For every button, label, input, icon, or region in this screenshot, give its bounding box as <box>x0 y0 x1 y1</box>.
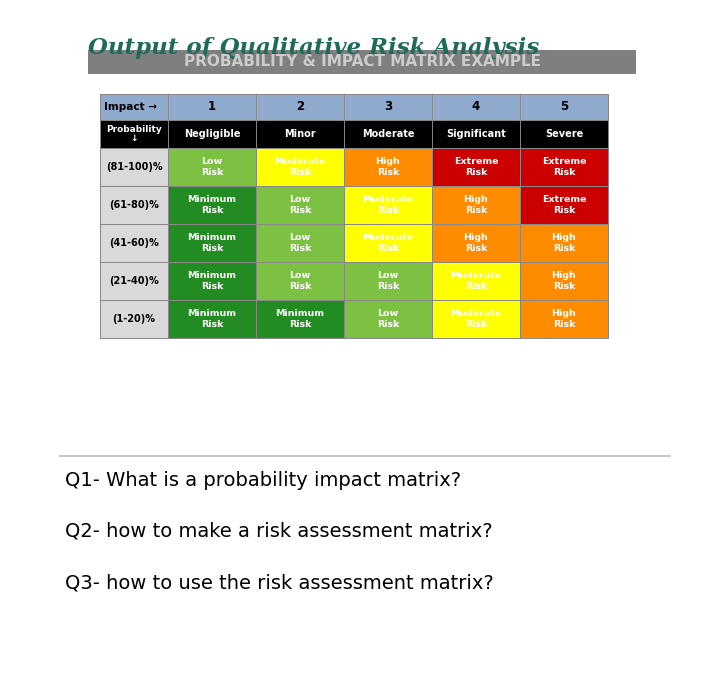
Text: PROBABILITY & IMPACT MATRIX EXAMPLE: PROBABILITY & IMPACT MATRIX EXAMPLE <box>183 54 541 69</box>
FancyBboxPatch shape <box>256 262 344 300</box>
Text: High
Risk: High Risk <box>464 196 488 215</box>
FancyBboxPatch shape <box>520 262 608 300</box>
Text: High
Risk: High Risk <box>464 233 488 252</box>
FancyBboxPatch shape <box>256 224 344 262</box>
FancyBboxPatch shape <box>344 186 432 224</box>
FancyBboxPatch shape <box>168 148 256 186</box>
Text: Moderate
Risk: Moderate Risk <box>362 196 413 215</box>
Text: 1: 1 <box>208 101 216 113</box>
Text: Extreme
Risk: Extreme Risk <box>541 157 586 177</box>
Text: Moderate
Risk: Moderate Risk <box>362 233 413 252</box>
FancyBboxPatch shape <box>344 262 432 300</box>
FancyBboxPatch shape <box>100 94 608 120</box>
Text: Negligible: Negligible <box>184 129 240 139</box>
Text: Q1- What is a probability impact matrix?: Q1- What is a probability impact matrix? <box>65 471 461 490</box>
Text: Extreme
Risk: Extreme Risk <box>541 196 586 215</box>
Text: Minimum
Risk: Minimum Risk <box>188 233 237 252</box>
FancyBboxPatch shape <box>432 186 520 224</box>
FancyBboxPatch shape <box>520 186 608 224</box>
Text: Minimum
Risk: Minimum Risk <box>188 271 237 291</box>
FancyBboxPatch shape <box>256 148 344 186</box>
Text: (41-60)%: (41-60)% <box>109 238 159 248</box>
FancyBboxPatch shape <box>520 148 608 186</box>
Text: Low
Risk: Low Risk <box>289 271 311 291</box>
Text: Low
Risk: Low Risk <box>377 309 399 329</box>
Text: High
Risk: High Risk <box>375 157 400 177</box>
Text: Low
Risk: Low Risk <box>201 157 224 177</box>
Text: Moderate
Risk: Moderate Risk <box>450 271 502 291</box>
Text: Minor: Minor <box>284 129 316 139</box>
Text: Low
Risk: Low Risk <box>289 233 311 252</box>
Text: Extreme
Risk: Extreme Risk <box>454 157 498 177</box>
FancyBboxPatch shape <box>100 186 168 224</box>
Text: Impact →: Impact → <box>104 102 157 112</box>
Text: 5: 5 <box>560 101 568 113</box>
FancyBboxPatch shape <box>344 300 432 338</box>
Text: (81-100)%: (81-100)% <box>106 162 162 172</box>
Text: Moderate: Moderate <box>362 129 414 139</box>
Text: Q2- how to make a risk assessment matrix?: Q2- how to make a risk assessment matrix… <box>65 521 493 541</box>
FancyBboxPatch shape <box>168 262 256 300</box>
Text: High
Risk: High Risk <box>551 271 577 291</box>
Text: Probability
↓: Probability ↓ <box>106 125 162 143</box>
Text: Significant: Significant <box>446 129 506 139</box>
FancyBboxPatch shape <box>344 224 432 262</box>
Text: Moderate
Risk: Moderate Risk <box>275 157 326 177</box>
FancyBboxPatch shape <box>520 224 608 262</box>
Text: (21-40)%: (21-40)% <box>109 276 159 286</box>
Text: (1-20)%: (1-20)% <box>112 314 155 324</box>
Text: Output of Qualitative Risk Analysis: Output of Qualitative Risk Analysis <box>88 37 539 59</box>
Text: Minimum
Risk: Minimum Risk <box>188 309 237 329</box>
FancyBboxPatch shape <box>344 148 432 186</box>
FancyBboxPatch shape <box>100 224 168 262</box>
Text: Minimum
Risk: Minimum Risk <box>275 309 324 329</box>
FancyBboxPatch shape <box>432 300 520 338</box>
Text: 3: 3 <box>384 101 392 113</box>
Text: Severe: Severe <box>545 129 583 139</box>
FancyBboxPatch shape <box>256 186 344 224</box>
FancyBboxPatch shape <box>168 300 256 338</box>
Text: Minimum
Risk: Minimum Risk <box>188 196 237 215</box>
Text: Low
Risk: Low Risk <box>377 271 399 291</box>
FancyBboxPatch shape <box>100 262 168 300</box>
Text: High
Risk: High Risk <box>551 309 577 329</box>
FancyBboxPatch shape <box>256 300 344 338</box>
FancyBboxPatch shape <box>100 120 608 148</box>
FancyBboxPatch shape <box>432 148 520 186</box>
FancyBboxPatch shape <box>432 224 520 262</box>
FancyBboxPatch shape <box>520 300 608 338</box>
Text: Low
Risk: Low Risk <box>289 196 311 215</box>
FancyBboxPatch shape <box>168 186 256 224</box>
Text: Moderate
Risk: Moderate Risk <box>450 309 502 329</box>
Text: Q3- how to use the risk assessment matrix?: Q3- how to use the risk assessment matri… <box>65 573 494 593</box>
FancyBboxPatch shape <box>100 300 168 338</box>
Text: (61-80)%: (61-80)% <box>109 200 159 210</box>
Text: 2: 2 <box>296 101 304 113</box>
FancyBboxPatch shape <box>88 50 636 74</box>
FancyBboxPatch shape <box>168 224 256 262</box>
FancyBboxPatch shape <box>432 262 520 300</box>
FancyBboxPatch shape <box>100 148 168 186</box>
Text: High
Risk: High Risk <box>551 233 577 252</box>
Text: 4: 4 <box>472 101 480 113</box>
